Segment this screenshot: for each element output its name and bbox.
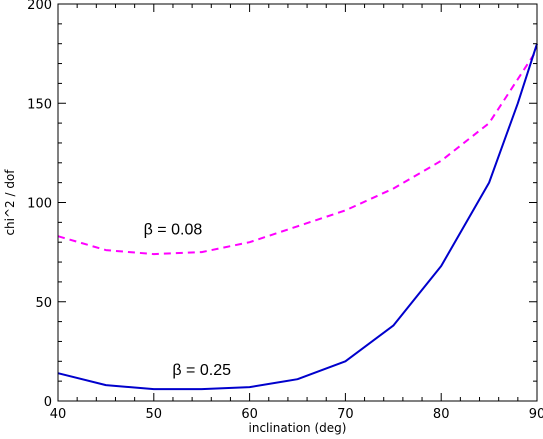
x-tick-label: 90 [529, 407, 543, 422]
plot-frame [57, 3, 538, 402]
y-tick-label: 150 [27, 97, 52, 112]
curve-annotation: β = 0.25 [172, 362, 231, 379]
x-tick-label: 60 [241, 407, 258, 422]
series-line-2 [57, 43, 538, 391]
series-line-1 [57, 49, 538, 256]
y-tick-label: 100 [27, 197, 52, 212]
x-tick-label: 70 [337, 407, 354, 422]
y-tick-label: 200 [27, 0, 52, 13]
x-tick-label: 40 [50, 407, 67, 422]
x-tick-label: 50 [146, 407, 163, 422]
y-tick-label: 50 [35, 296, 52, 311]
series-layer [57, 43, 538, 391]
annotations-layer: β = 0.08 β = 0.25 [144, 221, 231, 379]
y-tick-label: 0 [44, 395, 52, 410]
x-tick-label: 80 [433, 407, 450, 422]
x-axis-label: inclination (deg) [249, 421, 347, 435]
ticks-layer: 40 50 60 70 80 90 0 50 100 150 200 [27, 0, 543, 422]
curve-annotation: β = 0.08 [144, 221, 203, 238]
y-axis-label: chi^2 / dof [3, 169, 17, 236]
